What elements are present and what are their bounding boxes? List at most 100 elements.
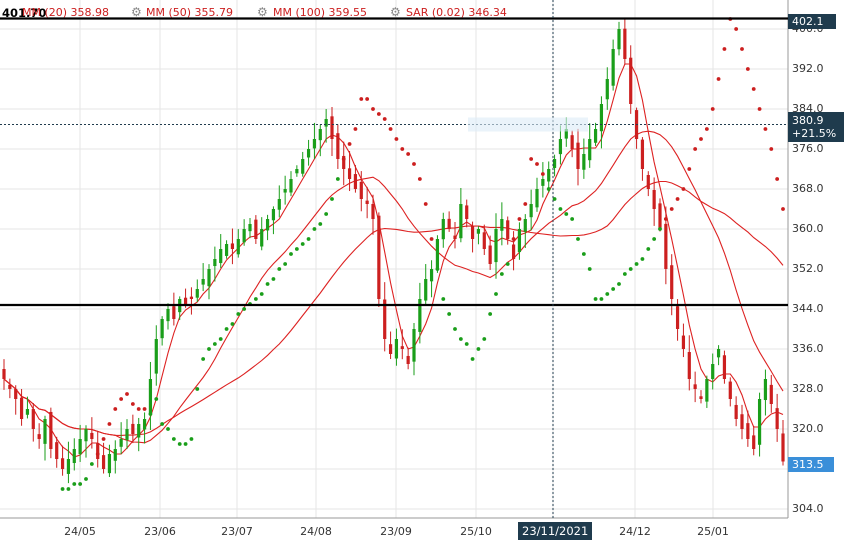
ma-medium-line (3, 130, 784, 444)
candle-body (90, 432, 94, 439)
sar-dot (576, 237, 580, 241)
sar-dot (581, 252, 586, 256)
y-tick-label: 336.0 (792, 342, 824, 355)
candle-body (441, 219, 445, 240)
sar-dot (259, 292, 264, 296)
sar-dot (66, 487, 71, 491)
candle-body (535, 189, 539, 208)
sar-dot (634, 262, 639, 266)
candle-body (740, 414, 744, 429)
sar-dots (60, 17, 785, 491)
sar-dot (306, 237, 311, 241)
candle-body (107, 454, 112, 474)
candle-body (213, 259, 217, 267)
sar-dot (710, 107, 715, 111)
candle-body (219, 249, 223, 264)
sar-dot (570, 217, 575, 221)
candle-body (547, 169, 551, 182)
sar-dot (769, 147, 774, 151)
candle-body (623, 28, 627, 59)
candle-body (137, 424, 141, 438)
sar-dot (253, 297, 258, 301)
candle-body (260, 229, 264, 247)
y-tick-label: 384.0 (792, 102, 824, 115)
candle-body (2, 369, 6, 379)
candle-body (681, 335, 686, 349)
sar-dot (101, 437, 106, 441)
crosshair-date-tag: 23/11/2021 (518, 522, 593, 540)
candle-body (388, 344, 393, 354)
ma-long-line (3, 180, 784, 436)
candle-body (593, 129, 598, 143)
candle-body (96, 442, 100, 459)
sar-dot (517, 217, 522, 221)
sar-dot (781, 207, 785, 211)
sar-dot (330, 197, 334, 201)
candle-body (371, 203, 375, 219)
top-line-tag: 402.1 (788, 14, 836, 29)
crosshair-value: 380.9 (792, 114, 824, 127)
candle-body (365, 200, 369, 204)
sar-dot (464, 342, 469, 346)
candle-body (722, 355, 727, 379)
sar-dot (300, 242, 305, 246)
sar-dot (60, 487, 65, 491)
candle-body (675, 306, 680, 329)
y-tick-label: 360.0 (792, 222, 824, 235)
sar-dot (400, 147, 405, 151)
sar-dot (646, 247, 651, 251)
sar-dot (529, 157, 534, 161)
candle-body (25, 409, 30, 415)
sar-dot (652, 237, 657, 241)
candle-body (277, 199, 281, 210)
sar-dot (324, 212, 329, 216)
candle-body (517, 229, 522, 253)
sar-dot (482, 337, 487, 341)
sar-dot (447, 312, 452, 316)
candle-body (500, 219, 504, 231)
sar-dot (558, 207, 563, 211)
sar-dot (125, 392, 129, 396)
candle-body (658, 203, 662, 229)
settings-gear-icon[interactable]: ⚙ (131, 5, 142, 19)
candle-body (377, 215, 381, 299)
candle-body (511, 244, 516, 259)
sar-dot (218, 337, 223, 341)
candle-body (119, 439, 123, 447)
candle-body (588, 139, 592, 161)
settings-gear-icon[interactable]: ⚙ (257, 5, 268, 19)
candle-body (664, 223, 668, 269)
settings-gear-icon[interactable]: ⚙ (390, 5, 401, 19)
x-tick-label: 23/09 (380, 525, 412, 538)
candle-body (37, 434, 41, 439)
sar-dot (458, 337, 463, 341)
candle-body (142, 419, 147, 430)
candle-body (757, 399, 762, 445)
candle-body (564, 129, 568, 139)
candle-body (781, 433, 785, 462)
sar-dot (552, 197, 557, 201)
y-tick-label: 320.0 (792, 422, 824, 435)
sar-dot (183, 442, 188, 446)
candle-body (746, 423, 750, 439)
sar-dot (119, 397, 124, 401)
sar-dot (148, 412, 153, 416)
candle-body (189, 296, 194, 299)
sar-dot (154, 397, 159, 401)
candle-body (412, 329, 416, 362)
sar-dot (470, 357, 475, 361)
sar-dot (546, 187, 551, 191)
candle-body (230, 243, 235, 249)
sar-dot (593, 297, 598, 301)
sar-dot (166, 427, 170, 431)
sar-dot (113, 407, 118, 411)
sar-dot (347, 142, 352, 146)
sar-dot (435, 267, 440, 271)
sar-dot (130, 402, 135, 406)
candle-body (693, 384, 697, 389)
candle-body (330, 116, 334, 139)
sar-dot (171, 437, 176, 441)
candle-body (541, 179, 545, 186)
crosshair-highlight (468, 117, 588, 132)
